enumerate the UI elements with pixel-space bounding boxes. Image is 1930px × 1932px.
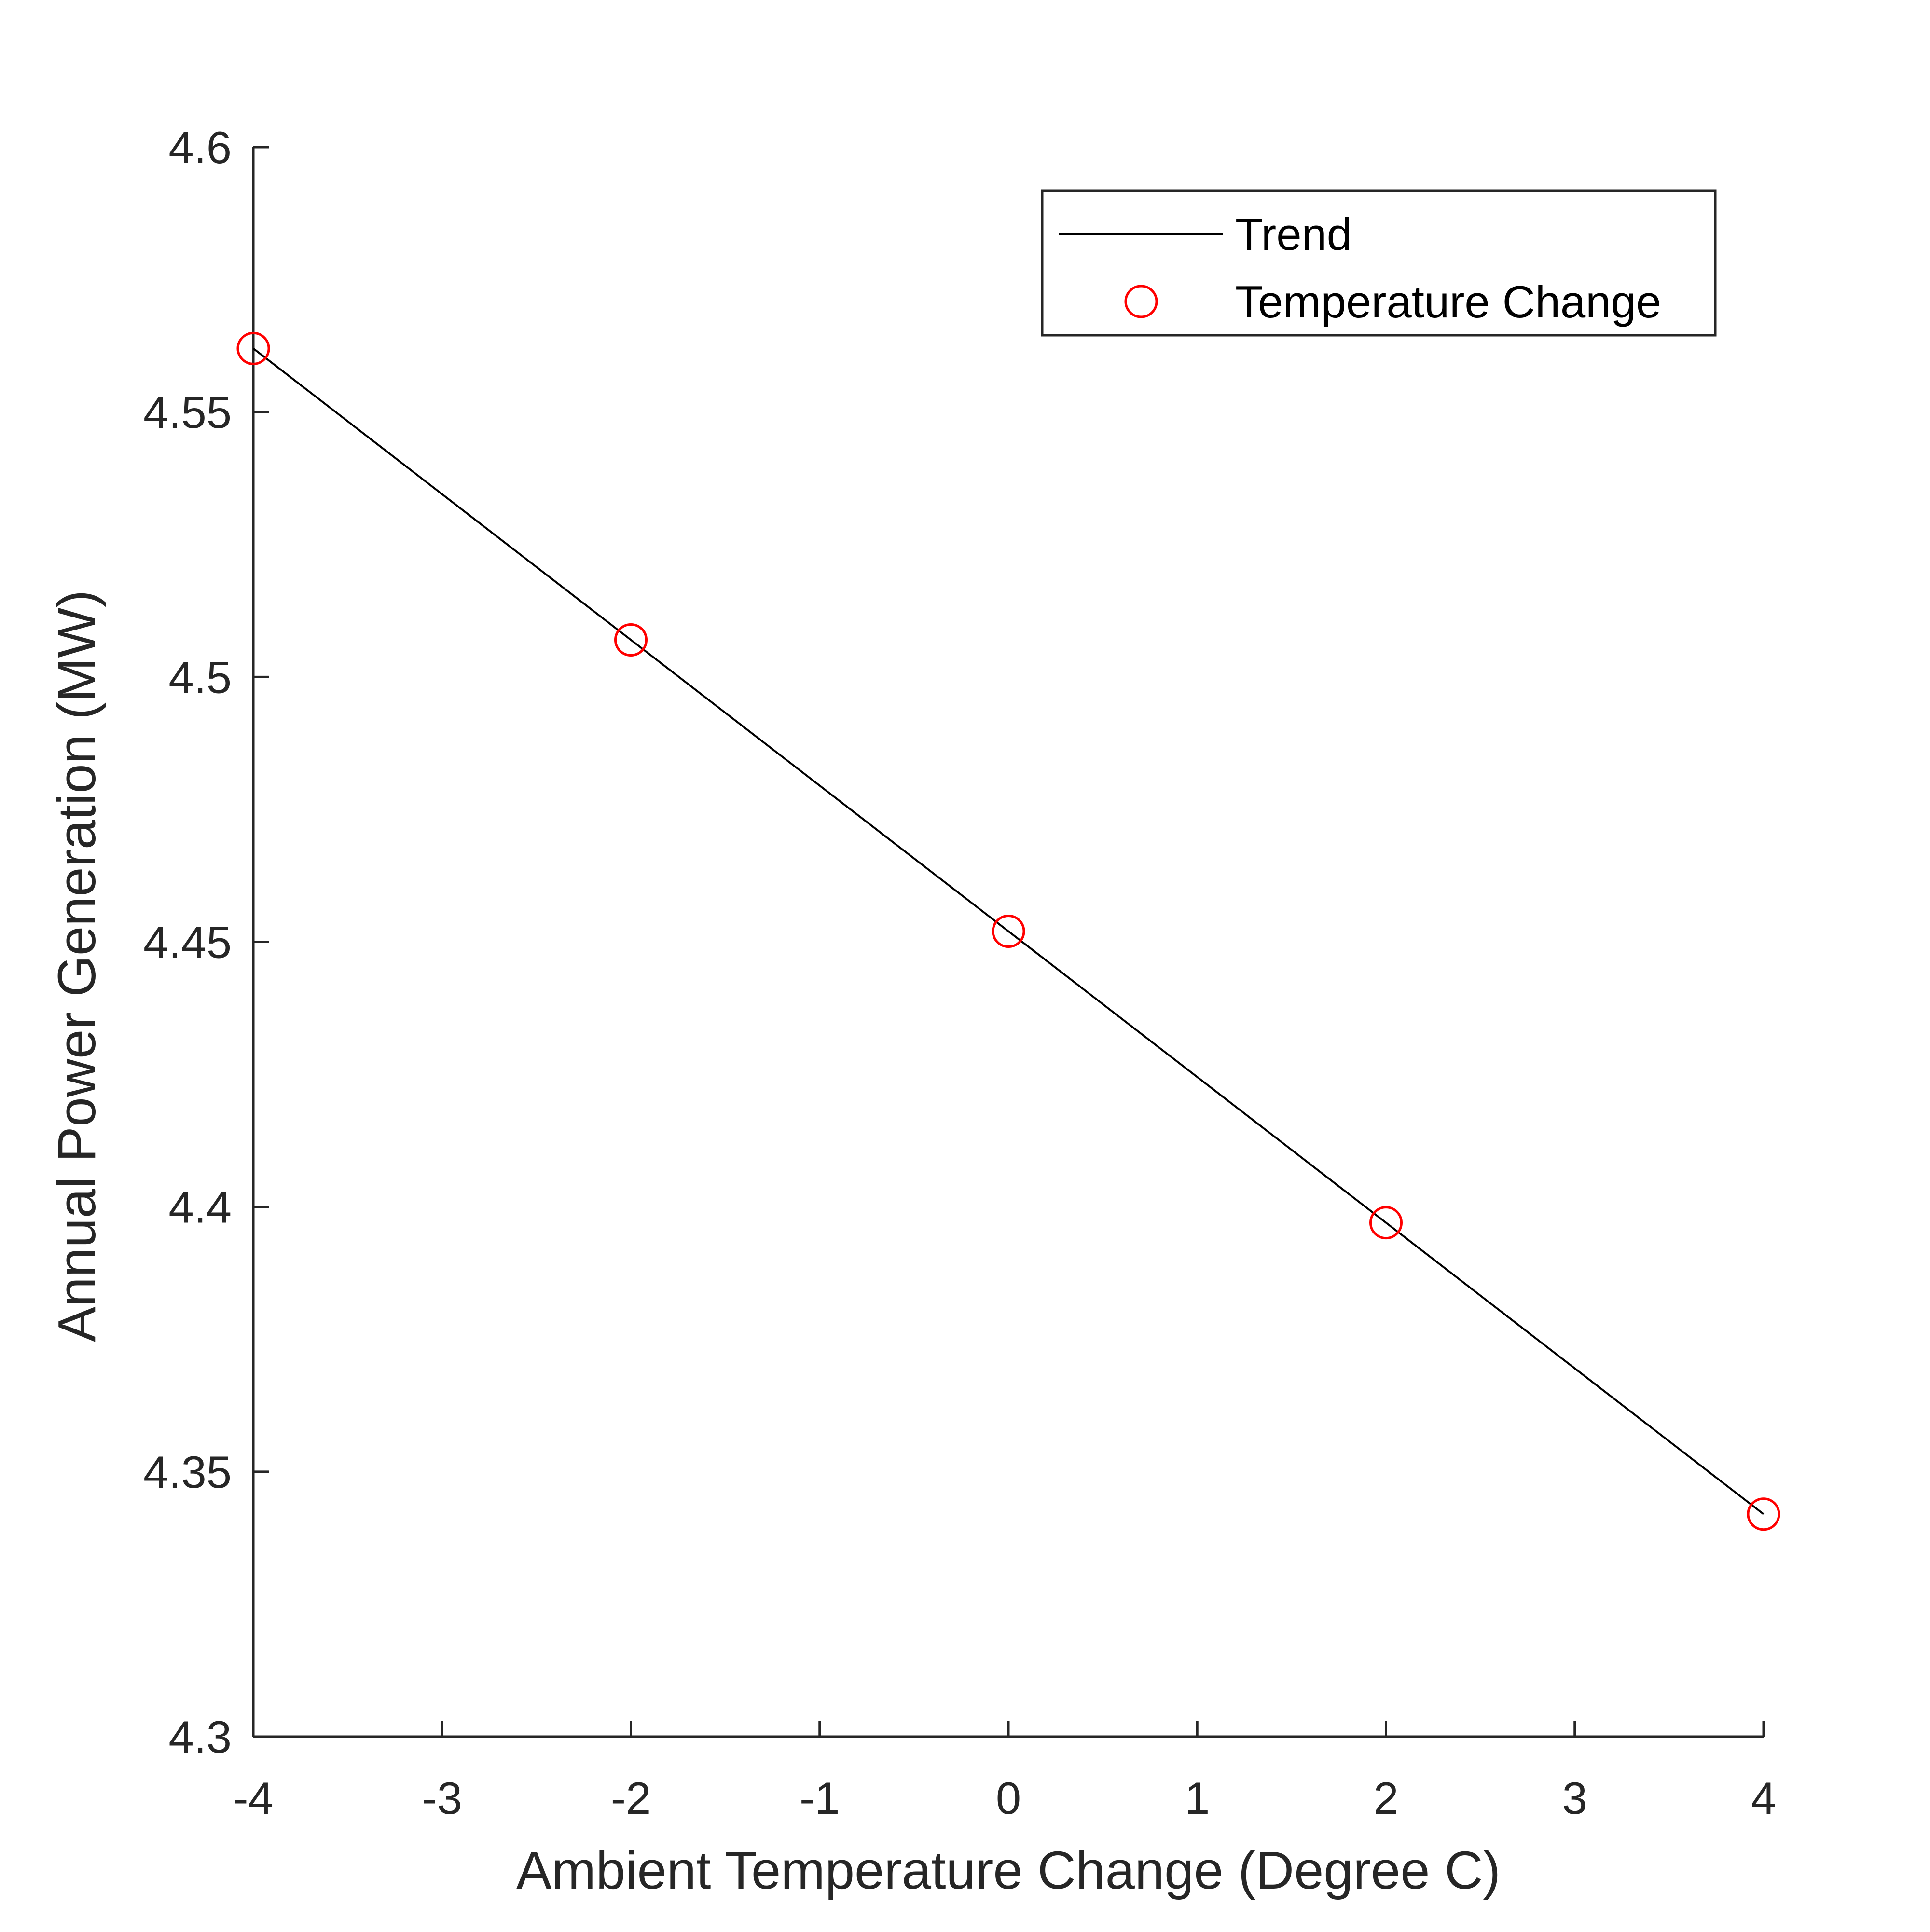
- y-tick-label: 4.45: [143, 917, 232, 968]
- plot-layer: [236, 331, 1780, 1531]
- data-point-marker: [992, 915, 1025, 948]
- legend: Trend Temperature Change: [1041, 189, 1717, 337]
- y-tick-label: 4.4: [168, 1182, 232, 1233]
- x-axis-label: Ambient Temperature Change (Degree C): [516, 1841, 1501, 1900]
- legend-entry-label: Temperature Change: [1235, 276, 1661, 327]
- legend-entry-label: Trend: [1235, 209, 1352, 260]
- x-tick-label: 1: [1185, 1773, 1210, 1823]
- x-tick-label: -2: [611, 1773, 651, 1823]
- y-axis-label: Annual Power Generation (MW): [47, 590, 107, 1342]
- x-tick-label: 3: [1562, 1773, 1587, 1823]
- x-tick-label: 0: [996, 1773, 1021, 1823]
- y-tick-label: 4.6: [168, 122, 232, 173]
- y-tick-label: 4.55: [143, 387, 232, 438]
- data-point-marker: [614, 623, 648, 657]
- y-tick-label: 4.5: [168, 652, 232, 702]
- data-point-marker: [1747, 1497, 1780, 1531]
- y-tick-label: 4.3: [168, 1712, 232, 1762]
- x-tick-label: -4: [233, 1773, 274, 1823]
- x-tick-label: -1: [800, 1773, 840, 1823]
- data-point-marker: [236, 331, 270, 365]
- x-tick-label: 4: [1751, 1773, 1776, 1823]
- x-tick-label: 2: [1373, 1773, 1398, 1823]
- legend-marker-swatch: [1124, 285, 1158, 318]
- x-tick-label: -3: [422, 1773, 462, 1823]
- data-point-marker: [1369, 1206, 1403, 1240]
- trend-line: [252, 347, 1765, 1515]
- axes-layer: -4 -3 -2 -1 0 1 2 3 4 4.3 4.35 4.4 4.45 4.5 4.55 4.6: [143, 122, 1776, 1823]
- y-tick-label: 4.35: [143, 1447, 232, 1497]
